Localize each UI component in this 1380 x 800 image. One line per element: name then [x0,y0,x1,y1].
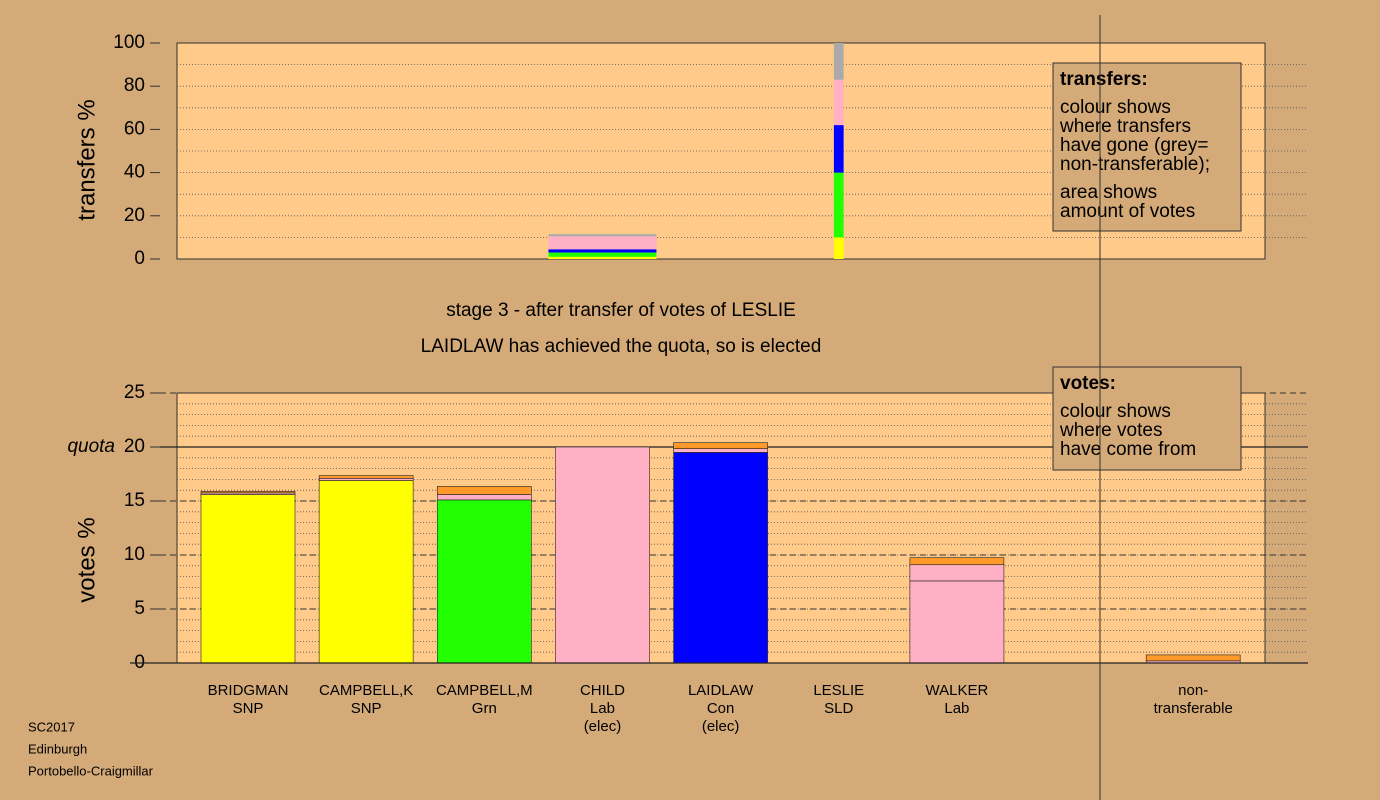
bar-segment [673,452,768,664]
y-tick-label: 10 [124,544,145,565]
legend-text: amount of votes [1060,201,1195,222]
footer-text: SC2017 [28,719,75,734]
legend-text: have gone (grey= [1060,135,1208,156]
y-tick-label: 15 [124,490,145,511]
bar-segment [833,125,844,173]
x-tick-label: Lab [944,700,969,717]
x-tick-label: CHILD [580,682,625,699]
bar-segment [833,79,844,126]
x-tick-label: CAMPBELL,M [436,682,533,699]
legend-text: where transfers [1059,116,1191,137]
bar-segment [200,494,296,664]
legend-text: where votes [1059,420,1162,441]
x-tick-label: (elec) [702,718,740,735]
legend-text: have come from [1060,439,1196,460]
legend-title: transfers: [1060,69,1148,90]
x-tick-label: transferable [1154,700,1233,717]
bar-segment [909,580,1005,664]
footer-text: Portobello-Craigmillar [28,763,154,778]
bar-segment [909,557,1005,566]
bar-segment [1145,654,1241,662]
subtitle: LAIDLAW has achieved the quota, so is el… [421,336,822,357]
bar-segment [833,172,844,238]
y-tick-label: 40 [124,162,145,183]
y-tick-label: 20 [124,205,145,226]
x-tick-label: SNP [351,700,382,717]
bar-segment [833,43,844,80]
y-tick-label: 5 [134,598,145,619]
bar-segment [673,448,768,453]
bar-segment [436,499,532,664]
x-tick-label: SNP [233,700,264,717]
x-tick-label: CAMPBELL,K [319,682,413,699]
legend-box [1052,62,1242,232]
x-tick-label: WALKER [926,682,989,699]
x-tick-label: BRIDGMAN [208,682,289,699]
bar-segment [548,236,657,250]
y-tick-label: 20 [124,436,145,457]
x-tick-label: non- [1178,682,1208,699]
bar-segment [436,494,532,501]
y-tick-label: 100 [113,32,145,53]
bar-segment [673,442,768,449]
bar-segment [318,480,414,664]
bar-segment [436,486,532,495]
x-tick-label: LESLIE [813,682,864,699]
y-tick-label: 60 [124,118,145,139]
footer-text: Edinburgh [28,741,87,756]
bar-segment [318,475,414,479]
legend-text: colour shows [1060,401,1171,422]
y-tick-label: 80 [124,75,145,96]
quota-label: quota [67,436,115,457]
x-tick-label: SLD [824,700,853,717]
y-tick-label: 25 [124,382,145,403]
x-tick-label: Con [707,700,735,717]
legend-text: colour shows [1060,97,1171,118]
bar-segment [833,237,844,259]
x-tick-label: (elec) [584,718,622,735]
bar-segment [548,252,657,257]
bar-segment [548,234,657,237]
bar-segment [548,249,657,253]
bar-segment [318,478,414,481]
y-axis-label: votes % [73,517,100,602]
bar-segment [555,446,650,664]
legend-box [1052,366,1242,471]
subtitle: stage 3 - after transfer of votes of LES… [446,300,796,321]
bar-segment [909,564,1005,582]
x-tick-label: Lab [590,700,615,717]
bar-segment [200,490,296,494]
legend-title: votes: [1060,373,1116,394]
bar-segment [548,256,657,259]
legend-text: non-transferable); [1060,154,1210,175]
y-tick-label: 0 [134,248,145,269]
y-axis-label: transfers % [73,99,100,220]
x-tick-label: Grn [472,700,497,717]
legend-text: area shows [1060,182,1157,203]
x-tick-label: LAIDLAW [688,682,754,699]
